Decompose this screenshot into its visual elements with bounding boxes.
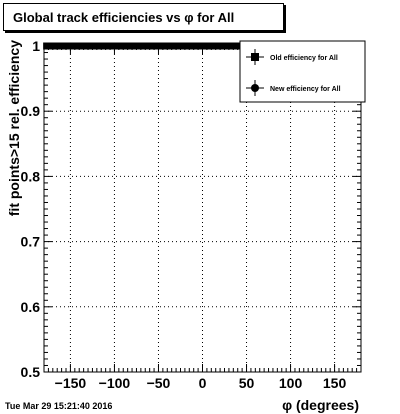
data-point-new	[223, 43, 230, 49]
legend: Old efficiency for All New efficiency for…	[239, 40, 366, 103]
x-tick-label: 100	[279, 375, 303, 391]
y-tick-label: 0.7	[21, 234, 41, 250]
data-point-new	[154, 43, 161, 49]
chart-title: Global track efficiencies vs φ for All	[13, 10, 235, 25]
data-point-new	[165, 43, 172, 49]
data-point-new	[170, 43, 177, 49]
chart-title-box: Global track efficiencies vs φ for All	[3, 3, 284, 31]
data-point-new	[217, 43, 224, 49]
data-point-new	[191, 43, 198, 49]
x-tick-label: 0	[199, 375, 207, 391]
y-tick-labels: 0.5 0.6 0.7 0.8 0.9 1	[21, 38, 41, 380]
grid	[44, 46, 361, 372]
data-point-new	[133, 43, 140, 49]
data-point-new	[112, 43, 119, 49]
y-tick-label: 0.5	[21, 364, 41, 380]
data-point-new	[138, 43, 145, 49]
y-tick-label: 0.9	[21, 103, 41, 119]
legend-box	[239, 40, 366, 103]
timestamp: Tue Mar 29 15:21:40 2016	[5, 401, 113, 411]
y-tick-label: 0.8	[21, 168, 41, 184]
y-tick-label: 1	[32, 38, 40, 54]
data-point-new	[91, 43, 98, 49]
data-point-new	[181, 43, 188, 49]
x-tick-label: −150	[55, 375, 87, 391]
x-axis-label: φ (degrees)	[282, 397, 359, 413]
y-axis-label: fit points>15 rel. efficiency	[6, 40, 22, 216]
data-point-new	[149, 43, 156, 49]
data-point-new	[101, 43, 108, 49]
data-point-new	[96, 43, 103, 49]
data-point-new	[48, 43, 55, 49]
data-point-new	[175, 43, 182, 49]
y-tick-label: 0.6	[21, 299, 41, 315]
data-point-new	[186, 43, 193, 49]
data-point-new	[43, 43, 50, 49]
data-point-new	[107, 43, 114, 49]
data-point-new	[202, 43, 209, 49]
x-tick-label: −50	[147, 375, 171, 391]
data-point-new	[85, 43, 92, 49]
data-point-new	[207, 43, 214, 49]
legend-marker-square	[251, 53, 259, 61]
data-point-new	[196, 43, 203, 49]
data-point-new	[128, 43, 135, 49]
data-point-new	[233, 43, 240, 49]
data-point-new	[64, 43, 71, 49]
data-point-new	[54, 43, 61, 49]
data-point-new	[212, 43, 219, 49]
data-point-new	[144, 43, 151, 49]
legend-marker-circle	[251, 84, 259, 92]
legend-label: Old efficiency for All	[270, 55, 338, 62]
x-tick-label: 50	[239, 375, 255, 391]
data-point-new	[159, 43, 166, 49]
data-point-new	[80, 43, 87, 49]
legend-label: New efficiency for All	[270, 86, 341, 93]
data-point-new	[70, 43, 77, 49]
x-tick-label: 150	[323, 375, 347, 391]
data-point-new	[59, 43, 66, 49]
x-tick-label: −100	[99, 375, 131, 391]
data-point-new	[117, 43, 124, 49]
data-point-new	[228, 43, 235, 49]
x-tick-labels: −150 −100 −50 0 50 100 150	[55, 375, 347, 391]
data-point-new	[75, 43, 82, 49]
data-point-new	[122, 43, 129, 49]
